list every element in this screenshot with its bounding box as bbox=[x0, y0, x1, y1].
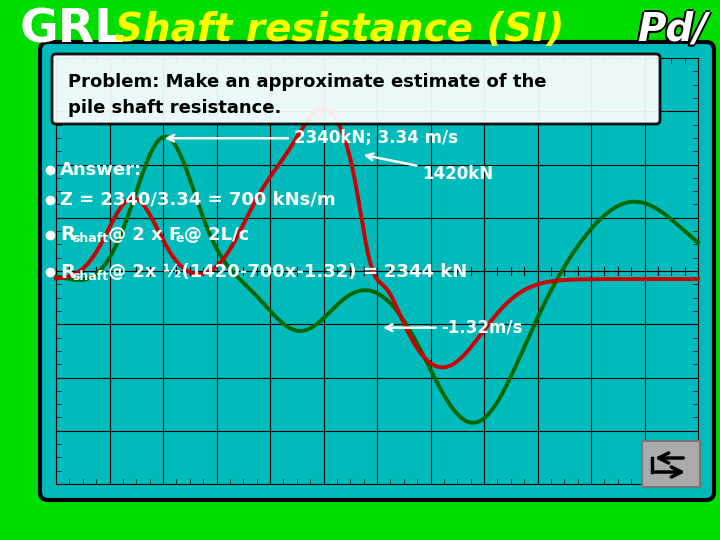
Text: R: R bbox=[60, 226, 75, 245]
Text: shaft: shaft bbox=[72, 233, 108, 246]
Text: Pd/: Pd/ bbox=[638, 10, 708, 48]
FancyBboxPatch shape bbox=[52, 54, 660, 124]
Text: Pd/: Pd/ bbox=[635, 11, 706, 49]
Text: Pd/: Pd/ bbox=[639, 11, 709, 49]
Text: Problem: Make an approximate estimate of the: Problem: Make an approximate estimate of… bbox=[68, 73, 546, 91]
Text: Answer:: Answer: bbox=[60, 161, 142, 179]
Text: shaft: shaft bbox=[72, 269, 108, 282]
Text: @ 2x ½(1420-700x-1.32) = 2344 kN: @ 2x ½(1420-700x-1.32) = 2344 kN bbox=[102, 263, 467, 281]
Text: Pd/: Pd/ bbox=[636, 13, 707, 51]
Text: Pd/: Pd/ bbox=[636, 9, 707, 47]
Text: Shaft resistance (SI): Shaft resistance (SI) bbox=[115, 11, 564, 49]
Text: -1.32m/s: -1.32m/s bbox=[386, 319, 523, 336]
Text: e: e bbox=[176, 233, 184, 246]
Text: R: R bbox=[60, 262, 75, 281]
Text: @ 2L/c: @ 2L/c bbox=[184, 226, 249, 244]
FancyBboxPatch shape bbox=[40, 42, 714, 500]
Text: Pd/: Pd/ bbox=[636, 10, 706, 48]
Text: Pd/: Pd/ bbox=[636, 11, 707, 49]
Text: Z = 2340/3.34 = 700 kNs/m: Z = 2340/3.34 = 700 kNs/m bbox=[60, 191, 336, 209]
FancyBboxPatch shape bbox=[642, 441, 700, 487]
Text: Pd/: Pd/ bbox=[638, 12, 708, 50]
Text: Pd/: Pd/ bbox=[636, 12, 706, 50]
Text: @ 2 x F: @ 2 x F bbox=[102, 226, 181, 244]
Text: 2340kN; 3.34 m/s: 2340kN; 3.34 m/s bbox=[168, 129, 457, 147]
Text: GRL: GRL bbox=[20, 8, 125, 52]
Text: pile shaft resistance.: pile shaft resistance. bbox=[68, 99, 282, 117]
Text: 1420kN: 1420kN bbox=[366, 153, 493, 183]
